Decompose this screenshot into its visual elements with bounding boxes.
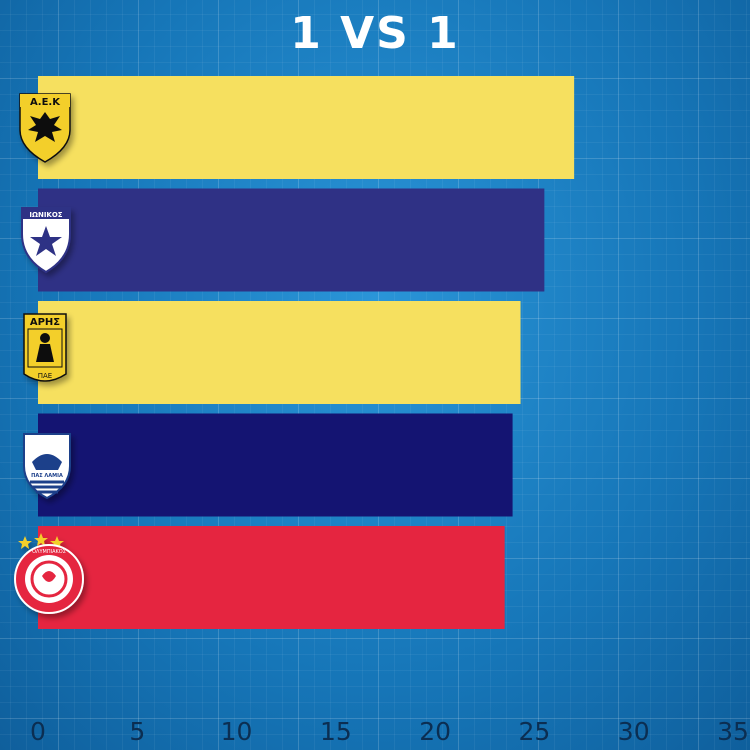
- svg-text:ΠΑΕ: ΠΑΕ: [38, 372, 52, 380]
- x-axis-ticks: 0 5 10 15 20 25 30 35: [30, 717, 749, 746]
- olympiacos-crest-text: ΟΛΥΜΠΙΑΚΟΣ: [32, 549, 66, 555]
- x-tick-label: 20: [419, 717, 451, 746]
- ionikos-crest-icon: ΙΩΝΙΚΟΣ: [21, 207, 71, 274]
- x-tick-label: 0: [30, 717, 46, 746]
- bar-olympiacos: [38, 526, 505, 629]
- x-tick-label: 5: [129, 717, 145, 746]
- ionikos-crest-text: ΙΩΝΙΚΟΣ: [29, 211, 62, 219]
- x-tick-label: 25: [519, 717, 551, 746]
- x-tick-label: 35: [717, 717, 749, 746]
- bar-lamia: [38, 413, 513, 517]
- lamia-crest-icon: ΠΑΣ ΛΑΜΙΑ: [23, 433, 71, 500]
- chart-title: 1 VS 1: [290, 8, 460, 59]
- aek-crest-icon: Α.Ε.Κ: [19, 93, 71, 163]
- x-tick-label: 10: [221, 717, 253, 746]
- lamia-crest-text: ΠΑΣ ΛΑΜΙΑ: [31, 473, 63, 479]
- aris-crest-text: ΑΡΗΣ: [30, 317, 60, 328]
- bar-aek: [38, 76, 575, 179]
- x-tick-label: 30: [618, 717, 650, 746]
- olympiacos-crest-icon: ΟΛΥΜΠΙΑΚΟΣ: [14, 533, 84, 614]
- bars-group: [38, 76, 575, 629]
- aris-crest-icon: ΑΡΗΣ ΠΑΕ: [23, 313, 67, 382]
- x-tick-label: 15: [320, 717, 352, 746]
- logos-group: Α.Ε.Κ ΙΩΝΙΚΟΣ ΑΡΗΣ ΠΑΕ ΠΑΣ ΛΑΜΙΑ: [14, 93, 84, 614]
- bar-aris: [38, 301, 521, 404]
- aek-crest-text: Α.Ε.Κ: [30, 97, 61, 108]
- bar-ionikos: [38, 188, 545, 292]
